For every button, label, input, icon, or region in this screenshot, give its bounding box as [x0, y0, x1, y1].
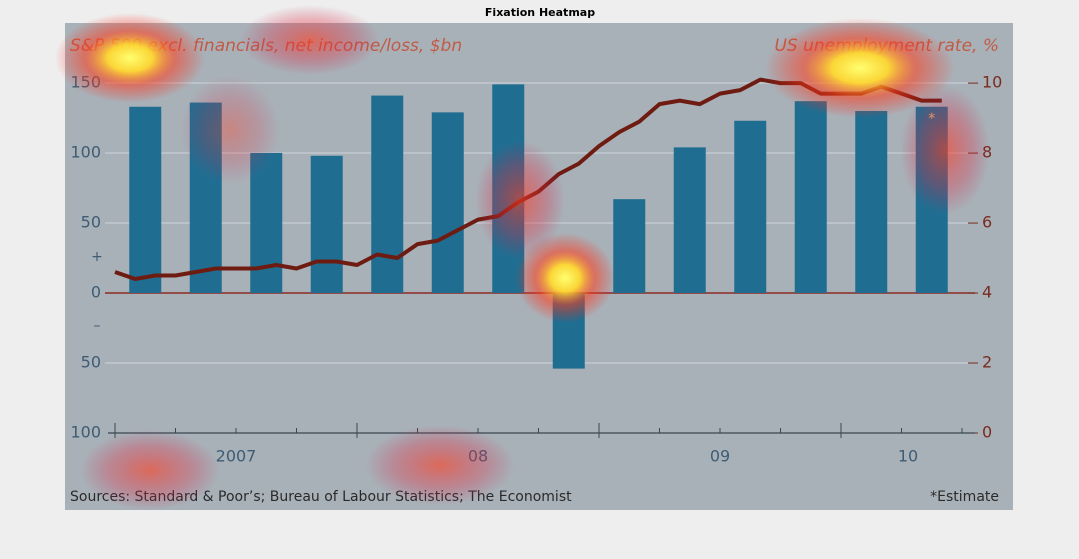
bar [673, 147, 706, 293]
fixation-blob [900, 85, 990, 215]
y-tick-label: 50 [81, 352, 101, 371]
bar [613, 199, 646, 293]
y2-tick-label: 2 [982, 353, 992, 372]
y-tick-label: 100 [70, 142, 101, 161]
fixation-blob [515, 233, 615, 323]
bar [310, 155, 343, 293]
note: *Estimate [930, 489, 999, 505]
fixation-blob [475, 140, 565, 260]
fixation-blob [765, 18, 955, 118]
y2-tick-label: 10 [982, 73, 1002, 92]
y-tick-label: 100 [70, 423, 101, 442]
bar [794, 101, 827, 293]
page-title: Fixation Heatmap [485, 6, 595, 19]
bar [734, 120, 767, 293]
fixation-blob [240, 5, 380, 75]
y2-tick-label: 6 [982, 213, 992, 232]
bar [371, 95, 404, 293]
fixation-blob [365, 425, 515, 505]
sign-annotation: + [91, 249, 103, 265]
y2-tick-label: 4 [982, 283, 992, 302]
y-tick-label: 50 [81, 212, 101, 231]
fixation-blob [180, 75, 280, 185]
bar [129, 106, 162, 293]
heatmap [55, 5, 990, 510]
x-tick-label: 09 [710, 447, 730, 466]
y2-tick-label: 0 [982, 423, 992, 442]
fixation-blob [80, 430, 220, 510]
bar [855, 110, 888, 293]
x-tick-label: 10 [898, 447, 918, 466]
sign-annotation: – [94, 318, 101, 334]
y-tick-label: 0 [91, 282, 101, 301]
x-tick-label: 2007 [216, 447, 257, 466]
bar [431, 112, 464, 293]
fixation-blob [55, 13, 205, 103]
